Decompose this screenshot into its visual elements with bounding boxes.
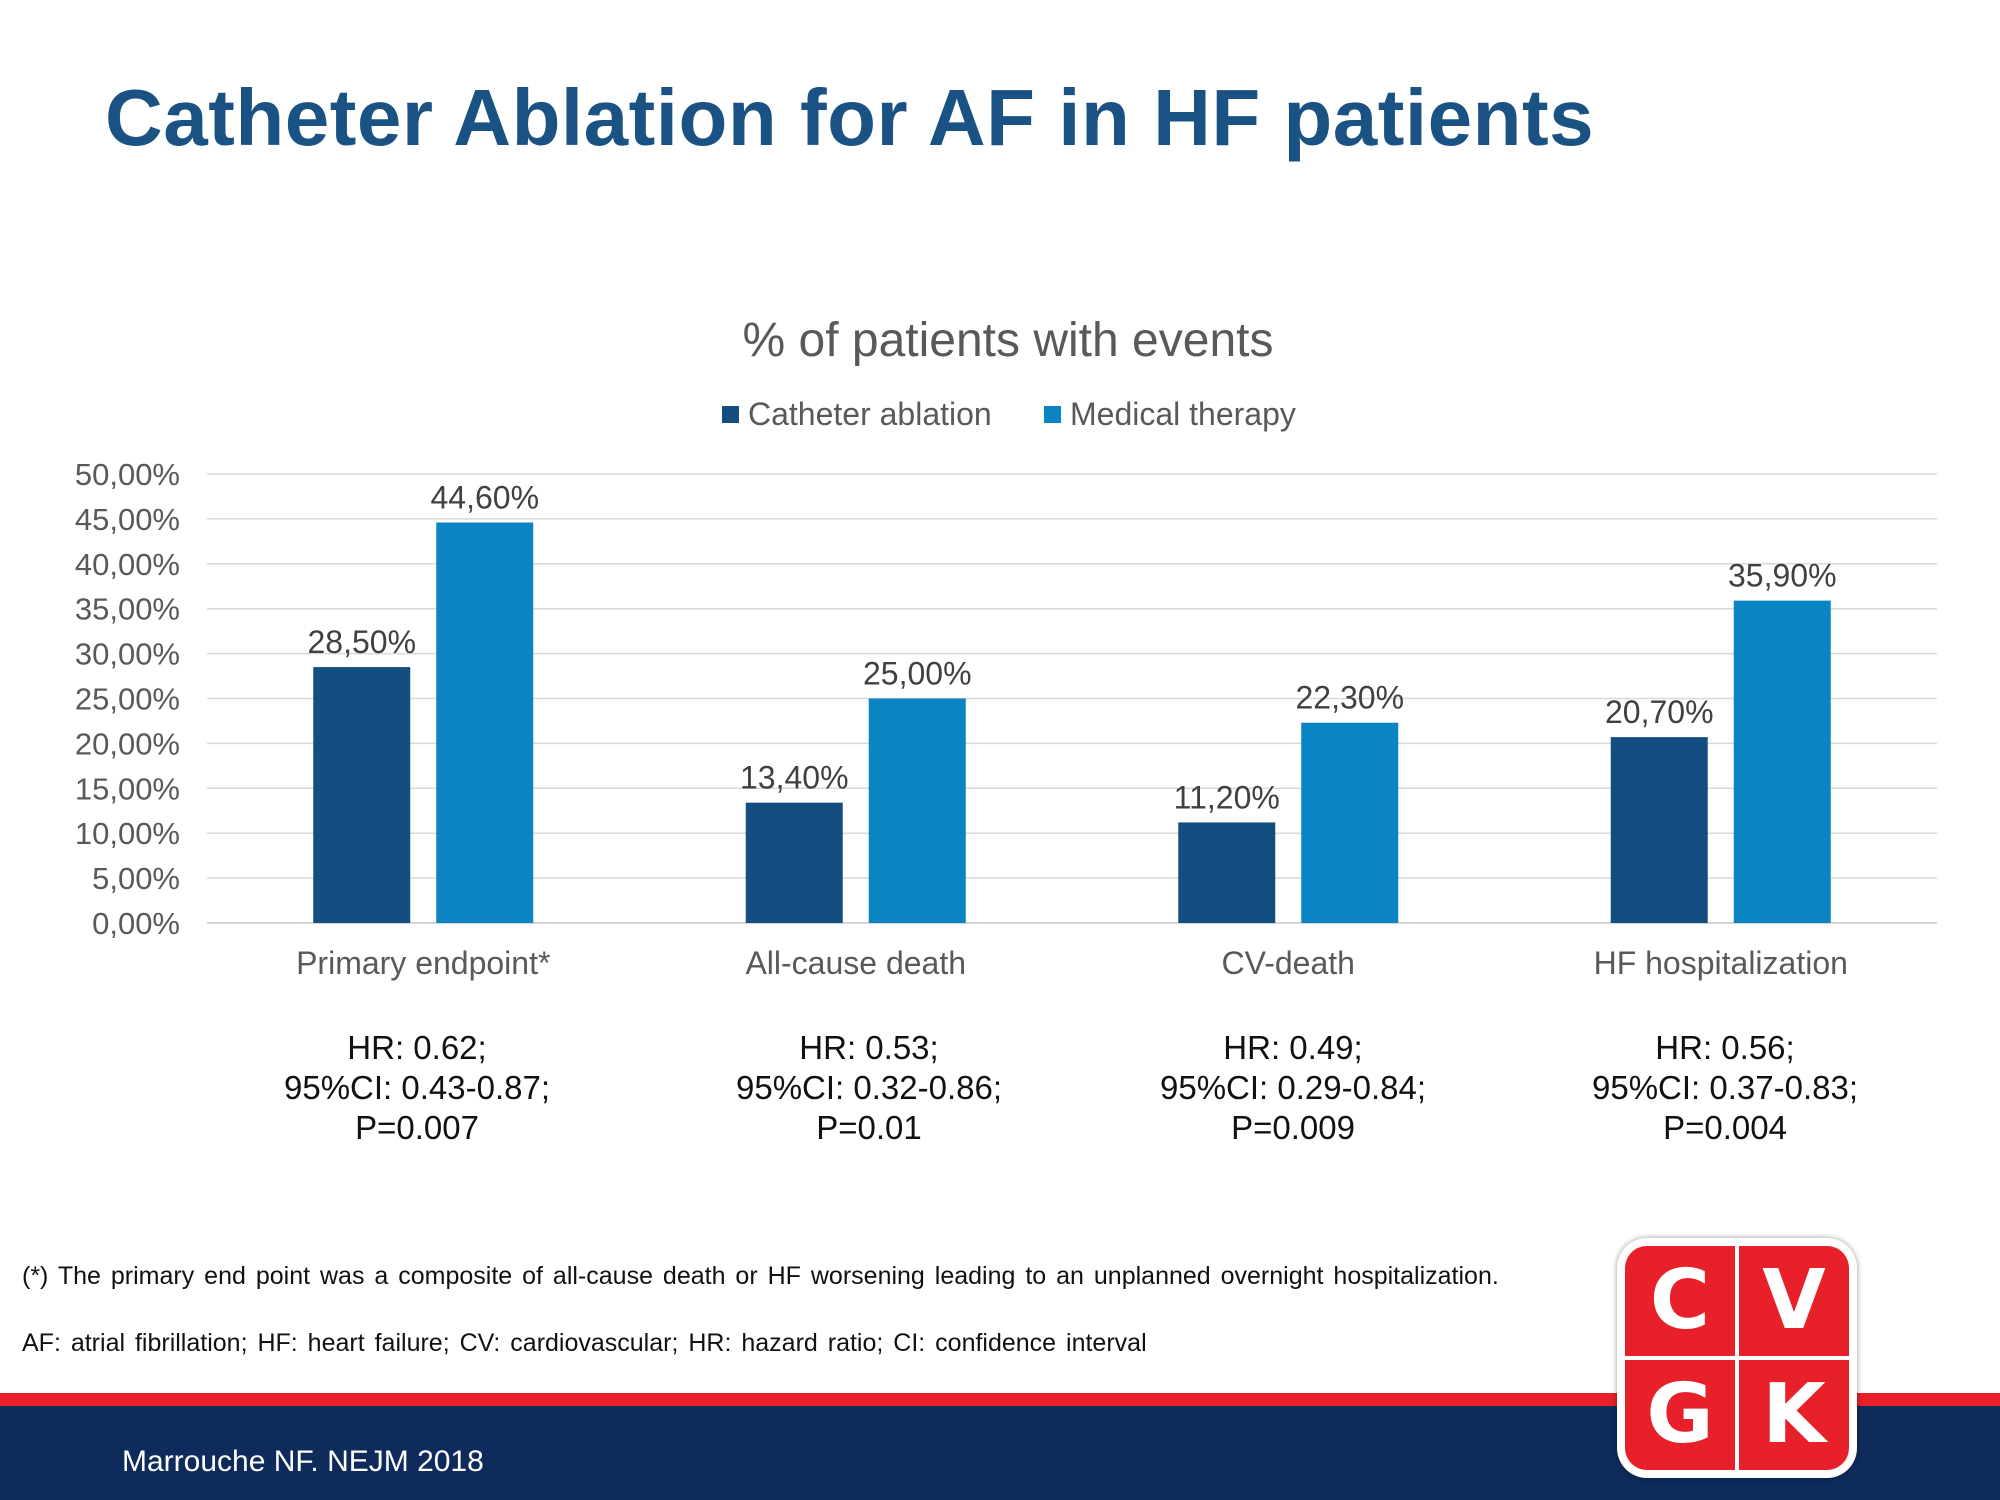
abbreviations-footnote: AF: atrial fibrillation; HF: heart failu… <box>22 1329 1147 1357</box>
data-label: 35,90% <box>1728 558 1837 594</box>
y-tick-label: 50,00% <box>75 457 180 492</box>
bar-medical-therapy <box>1301 722 1399 923</box>
legend-label-0: Catheter ablation <box>748 396 992 432</box>
legend-swatch-0 <box>722 406 739 423</box>
y-tick-label: 25,00% <box>75 682 180 717</box>
bar-catheter-ablation <box>313 667 411 923</box>
stats-primary-endpoint: HR: 0.62; 95%CI: 0.43-0.87; P=0.007 <box>237 1028 597 1148</box>
stats-hr: HR: 0.56; <box>1655 1029 1795 1066</box>
logo-letter-g: G <box>1625 1360 1735 1470</box>
data-label: 44,60% <box>430 479 539 515</box>
x-category-label: Primary endpoint* <box>296 945 550 981</box>
primary-endpoint-footnote: (*) The primary end point was a composit… <box>22 1262 1499 1290</box>
stats-ci: 95%CI: 0.29-0.84; <box>1160 1069 1426 1106</box>
y-tick-label: 40,00% <box>75 547 180 582</box>
y-tick-label: 20,00% <box>75 726 180 761</box>
stats-p: P=0.004 <box>1663 1109 1787 1146</box>
data-label: 20,70% <box>1605 694 1714 730</box>
data-label: 28,50% <box>307 624 416 660</box>
x-category-label: CV-death <box>1222 945 1355 981</box>
x-category-label: All-cause death <box>745 945 966 981</box>
chart-title: % of patients with events <box>743 314 1274 367</box>
bar-medical-therapy <box>868 698 966 923</box>
stats-hr: HR: 0.53; <box>799 1029 939 1066</box>
stats-cv-death: HR: 0.49; 95%CI: 0.29-0.84; P=0.009 <box>1113 1028 1473 1148</box>
red-accent-bar <box>0 1393 2000 1406</box>
cvgk-logo: C V G K <box>1617 1238 1857 1478</box>
bar-catheter-ablation <box>1178 822 1276 923</box>
y-tick-label: 10,00% <box>75 816 180 851</box>
data-label: 11,20% <box>1174 779 1280 815</box>
stats-hr: HR: 0.62; <box>347 1029 487 1066</box>
logo-letter-c: C <box>1625 1246 1735 1356</box>
stats-p: P=0.01 <box>816 1109 922 1146</box>
citation: Marrouche NF. NEJM 2018 <box>122 1445 484 1478</box>
stats-p: P=0.009 <box>1231 1109 1355 1146</box>
stats-ci: 95%CI: 0.37-0.83; <box>1592 1069 1858 1106</box>
y-tick-label: 15,00% <box>75 771 180 806</box>
y-tick-label: 35,00% <box>75 592 180 627</box>
stats-ci: 95%CI: 0.32-0.86; <box>736 1069 1002 1106</box>
y-tick-label: 45,00% <box>75 502 180 537</box>
y-tick-label: 0,00% <box>92 906 180 941</box>
y-tick-label: 30,00% <box>75 637 180 672</box>
legend-swatch-1 <box>1044 406 1061 423</box>
y-tick-label: 5,00% <box>92 861 180 896</box>
logo-letter-v: V <box>1739 1246 1849 1356</box>
stats-hf-hospitalization: HR: 0.56; 95%CI: 0.37-0.83; P=0.004 <box>1545 1028 1905 1148</box>
data-label: 22,30% <box>1295 680 1404 716</box>
bar-medical-therapy <box>436 522 534 923</box>
stats-ci: 95%CI: 0.43-0.87; <box>284 1069 550 1106</box>
stats-p: P=0.007 <box>355 1109 479 1146</box>
data-label: 25,00% <box>863 656 972 692</box>
stats-all-cause-death: HR: 0.53; 95%CI: 0.32-0.86; P=0.01 <box>689 1028 1049 1148</box>
bar-medical-therapy <box>1733 600 1831 923</box>
data-label: 13,40% <box>740 760 849 796</box>
stats-hr: HR: 0.49; <box>1223 1029 1363 1066</box>
logo-letter-k: K <box>1739 1360 1849 1470</box>
bar-catheter-ablation <box>1610 737 1708 923</box>
legend-label-1: Medical therapy <box>1070 396 1296 432</box>
bar-catheter-ablation <box>745 802 843 923</box>
page-title: Catheter Ablation for AF in HF patients <box>105 73 1595 162</box>
x-category-label: HF hospitalization <box>1594 945 1848 981</box>
